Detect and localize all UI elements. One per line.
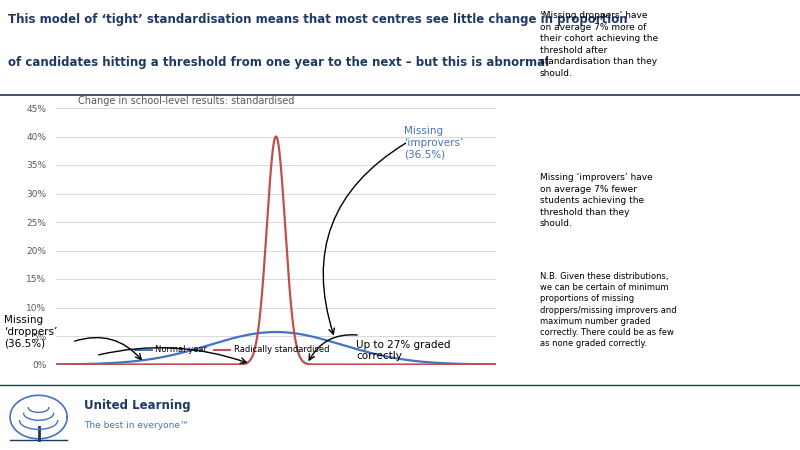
Text: Change in school-level results: standardised: Change in school-level results: standard… (78, 96, 294, 106)
Text: United Learning: United Learning (84, 399, 190, 411)
Legend: Normal year, Radically standardised: Normal year, Radically standardised (131, 342, 333, 358)
Text: N.B. Given these distributions,
we can be certain of minimum
proportions of miss: N.B. Given these distributions, we can b… (540, 272, 677, 348)
Text: of candidates hitting a threshold from one year to the next – but this is abnorm: of candidates hitting a threshold from o… (8, 56, 549, 69)
Text: Missing
‘improvers’
(36.5%): Missing ‘improvers’ (36.5%) (404, 126, 463, 159)
Text: ‘Missing droppers’ have
on average 7% more of
their cohort achieving the
thresho: ‘Missing droppers’ have on average 7% mo… (540, 11, 658, 77)
Text: Up to 27% graded
correctly: Up to 27% graded correctly (356, 340, 450, 361)
Text: The best in everyone™: The best in everyone™ (84, 421, 189, 430)
Text: This model of ‘tight’ standardisation means that most centres see little change : This model of ‘tight’ standardisation me… (8, 14, 628, 27)
Text: Missing
‘droppers’
(36.5%): Missing ‘droppers’ (36.5%) (4, 315, 58, 348)
Text: Missing ‘improvers’ have
on average 7% fewer
students achieving the
threshold th: Missing ‘improvers’ have on average 7% f… (540, 173, 653, 228)
